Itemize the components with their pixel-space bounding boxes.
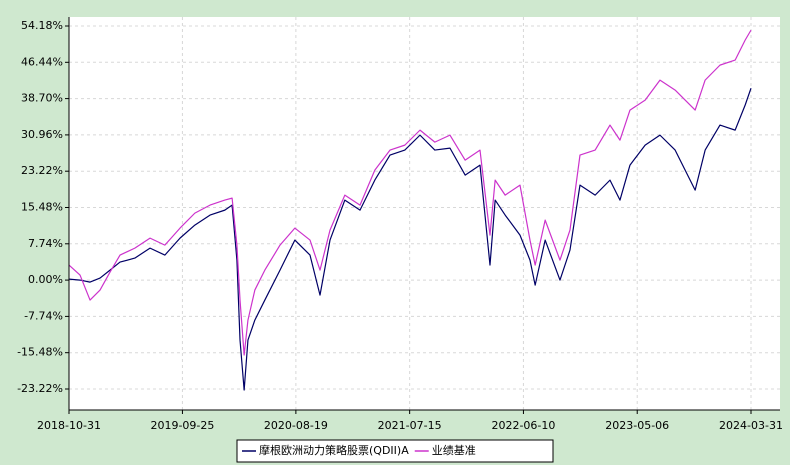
series-line [68, 87, 752, 391]
x-tick-label: 2020-08-19 [264, 419, 328, 432]
y-tick-label: 15.48% [21, 200, 63, 213]
plot-area [69, 17, 780, 410]
x-tick-label: 2019-09-25 [150, 419, 214, 432]
x-tick-label: 2023-05-06 [605, 419, 669, 432]
x-tick-label: 2024-03-31 [719, 419, 783, 432]
y-tick-label: 54.18% [21, 19, 63, 32]
y-tick-label: 0.00% [28, 273, 63, 286]
legend-label: 业绩基准 [432, 444, 476, 457]
y-tick-label: 46.44% [21, 55, 63, 68]
y-tick-label: 30.96% [21, 128, 63, 141]
y-tick-label: -7.74% [24, 309, 63, 322]
series-line [68, 29, 752, 356]
y-tick-label: 38.70% [21, 92, 63, 105]
legend [236, 439, 554, 463]
x-tick-label: 2022-06-10 [491, 419, 555, 432]
legend-label: 摩根欧洲动力策略股票(QDII)A [259, 443, 409, 457]
y-tick-label: 23.22% [21, 164, 63, 177]
x-tick-label: 2018-10-31 [37, 419, 101, 432]
y-tick-label: 7.74% [28, 237, 63, 250]
y-tick-label: -15.48% [17, 346, 63, 359]
y-tick-label: -23.22% [17, 382, 63, 395]
x-tick-label: 2021-07-15 [378, 419, 442, 432]
